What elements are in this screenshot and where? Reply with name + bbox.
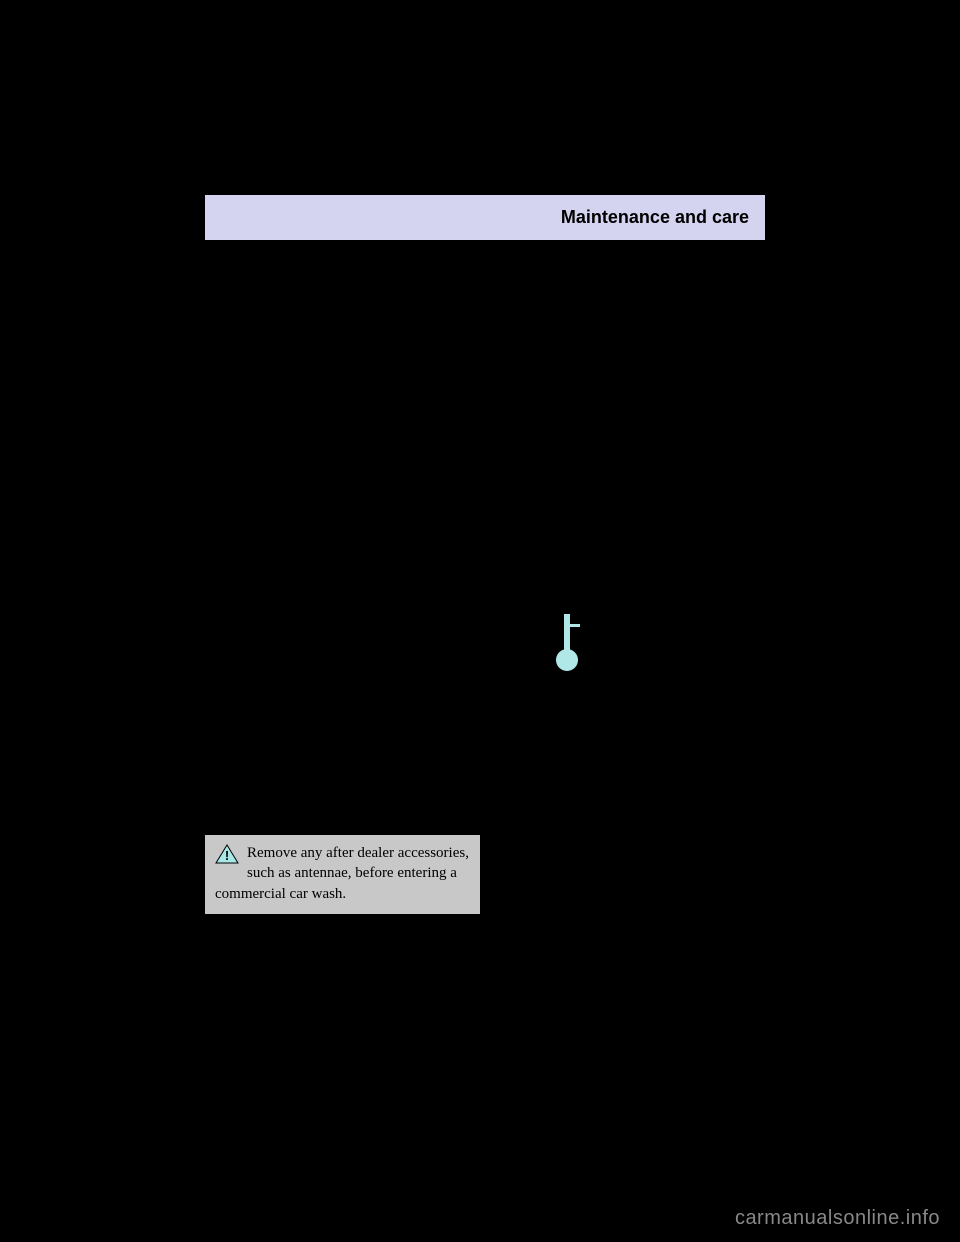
section-title: Maintenance and care — [561, 207, 749, 227]
thermometer-icon — [549, 610, 585, 679]
warning-text: Remove any after dealer accessories, suc… — [215, 845, 469, 902]
svg-text:!: ! — [225, 848, 229, 863]
watermark-text: carmanualsonline.info — [735, 1207, 940, 1230]
warning-box: ! Remove any after dealer accessories, s… — [205, 835, 480, 914]
section-header-bar: Maintenance and care — [205, 195, 765, 240]
content-area: ! Remove any after dealer accessories, s… — [205, 270, 765, 970]
warning-icon: ! — [215, 844, 239, 870]
page-container: Maintenance and care ! Remove any after … — [205, 195, 765, 970]
